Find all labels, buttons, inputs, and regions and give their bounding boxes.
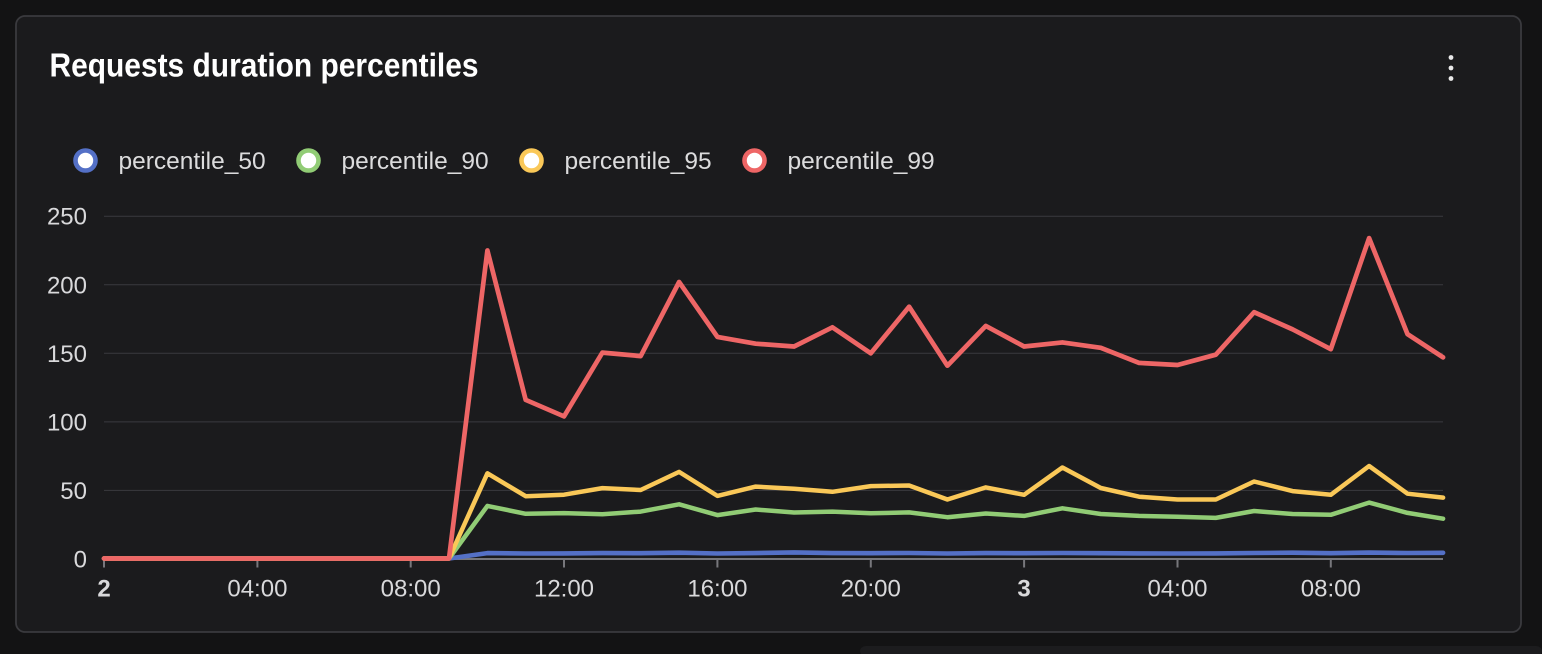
svg-text:12:00: 12:00 <box>534 576 594 603</box>
svg-text:100: 100 <box>47 409 87 436</box>
svg-text:percentile_90: percentile_90 <box>342 148 489 175</box>
svg-text:150: 150 <box>47 341 87 368</box>
svg-text:percentile_99: percentile_99 <box>788 148 935 175</box>
svg-text:250: 250 <box>47 204 87 231</box>
svg-text:0: 0 <box>74 547 87 574</box>
svg-text:Requests duration percentiles: Requests duration percentiles <box>50 47 479 84</box>
svg-text:200: 200 <box>47 272 87 299</box>
svg-text:percentile_95: percentile_95 <box>565 148 712 175</box>
svg-text:08:00: 08:00 <box>1301 576 1361 603</box>
svg-text:2: 2 <box>97 576 110 603</box>
svg-text:20:00: 20:00 <box>841 576 901 603</box>
svg-text:50: 50 <box>60 478 87 505</box>
svg-text:04:00: 04:00 <box>227 576 287 603</box>
svg-text:percentile_50: percentile_50 <box>119 148 266 175</box>
svg-text:16:00: 16:00 <box>687 576 747 603</box>
svg-text:08:00: 08:00 <box>381 576 441 603</box>
svg-text:04:00: 04:00 <box>1147 576 1207 603</box>
svg-text:3: 3 <box>1017 576 1030 603</box>
